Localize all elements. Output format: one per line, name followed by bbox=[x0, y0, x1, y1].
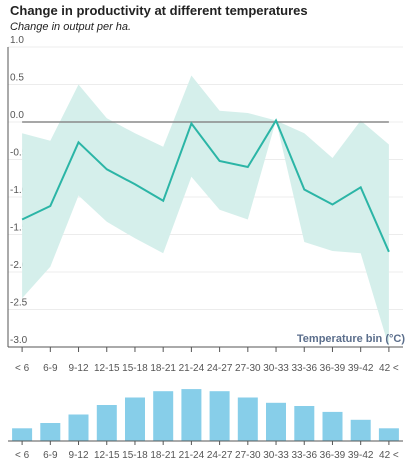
y-tick-label: 0.0 bbox=[10, 110, 24, 121]
histogram-bar bbox=[322, 411, 343, 442]
bar-x-tick-label: 18-21 bbox=[150, 450, 176, 461]
bar-x-tick-label: 42 < bbox=[379, 450, 399, 461]
bar-x-tick-label: 39-42 bbox=[348, 450, 374, 461]
x-tick-label: 27-30 bbox=[235, 363, 261, 374]
chart-subtitle: Change in output per ha. bbox=[10, 21, 131, 33]
histogram-bar bbox=[68, 414, 89, 441]
histogram-bar bbox=[181, 389, 202, 441]
bar-x-tick-label: 21-24 bbox=[179, 450, 205, 461]
bar-x-tick-label: 33-36 bbox=[291, 450, 317, 461]
y-tick-label: -1.0 bbox=[10, 185, 28, 196]
bar-x-tick-label: 24-27 bbox=[207, 450, 233, 461]
bar-x-tick-label: 36-39 bbox=[320, 450, 346, 461]
y-tick-label: -0.5 bbox=[10, 148, 28, 159]
x-tick-label: 30-33 bbox=[263, 363, 289, 374]
y-tick-label: -2.5 bbox=[10, 298, 28, 309]
histogram-bar bbox=[266, 402, 286, 441]
bar-x-tick-label: 9-12 bbox=[69, 450, 89, 461]
x-tick-label: 9-12 bbox=[69, 363, 89, 374]
y-tick-label: 0.5 bbox=[10, 73, 24, 84]
histogram-bar bbox=[237, 397, 258, 441]
x-tick-label: 24-27 bbox=[207, 363, 233, 374]
x-tick-label: 12-15 bbox=[94, 363, 120, 374]
histogram-bar bbox=[125, 397, 145, 441]
x-tick-label: 21-24 bbox=[179, 363, 205, 374]
line-chart: 1.0 0.5 0.0 -0.5 -1.0 -1.5 -2.0 -2.5 -3.0 Tempera… bbox=[7, 35, 405, 374]
x-tick-label: 39-42 bbox=[348, 363, 374, 374]
x-tick-label: 36-39 bbox=[320, 363, 346, 374]
x-axis-title: Temperature bin (°C) bbox=[297, 333, 405, 345]
x-tick-label: 6-9 bbox=[43, 363, 58, 374]
series-line bbox=[21, 118, 390, 253]
bar-x-tick-label: < 6 bbox=[15, 450, 30, 461]
confidence-band bbox=[22, 75, 389, 347]
y-tick-label: -1.5 bbox=[10, 223, 28, 234]
x-tick-label: 33-36 bbox=[291, 363, 317, 374]
bar-x-tick-label: 15-18 bbox=[122, 450, 148, 461]
x-tick-label: < 6 bbox=[15, 363, 30, 374]
histogram-bar bbox=[40, 423, 61, 441]
y-tick-label: 1.0 bbox=[10, 35, 24, 46]
x-tick-label: 15-18 bbox=[122, 363, 148, 374]
histogram-bar bbox=[294, 406, 315, 441]
histogram-bar bbox=[378, 428, 399, 441]
y-tick-label: -3.0 bbox=[10, 335, 28, 346]
histogram-bar bbox=[209, 391, 230, 441]
x-tick-label: 18-21 bbox=[150, 363, 176, 374]
y-tick-label: -2.0 bbox=[10, 260, 28, 271]
histogram-bar bbox=[153, 391, 174, 441]
bar-x-tick-label: 27-30 bbox=[235, 450, 261, 461]
histogram-bar bbox=[12, 428, 33, 441]
bar-x-tick-label: 30-33 bbox=[263, 450, 289, 461]
bar-x-tick-label: 12-15 bbox=[94, 450, 120, 461]
histogram-bar bbox=[96, 405, 117, 441]
histogram-bar bbox=[350, 419, 371, 441]
x-tick-label: 42 < bbox=[379, 363, 399, 374]
bar-chart: < 6 6-9 9-12 12-15 15-18 18-21 21-24 24-27 27-30… bbox=[8, 389, 403, 461]
bar-x-tick-label: 6-9 bbox=[43, 450, 58, 461]
chart-title: Change in productivity at different temp… bbox=[10, 3, 308, 18]
